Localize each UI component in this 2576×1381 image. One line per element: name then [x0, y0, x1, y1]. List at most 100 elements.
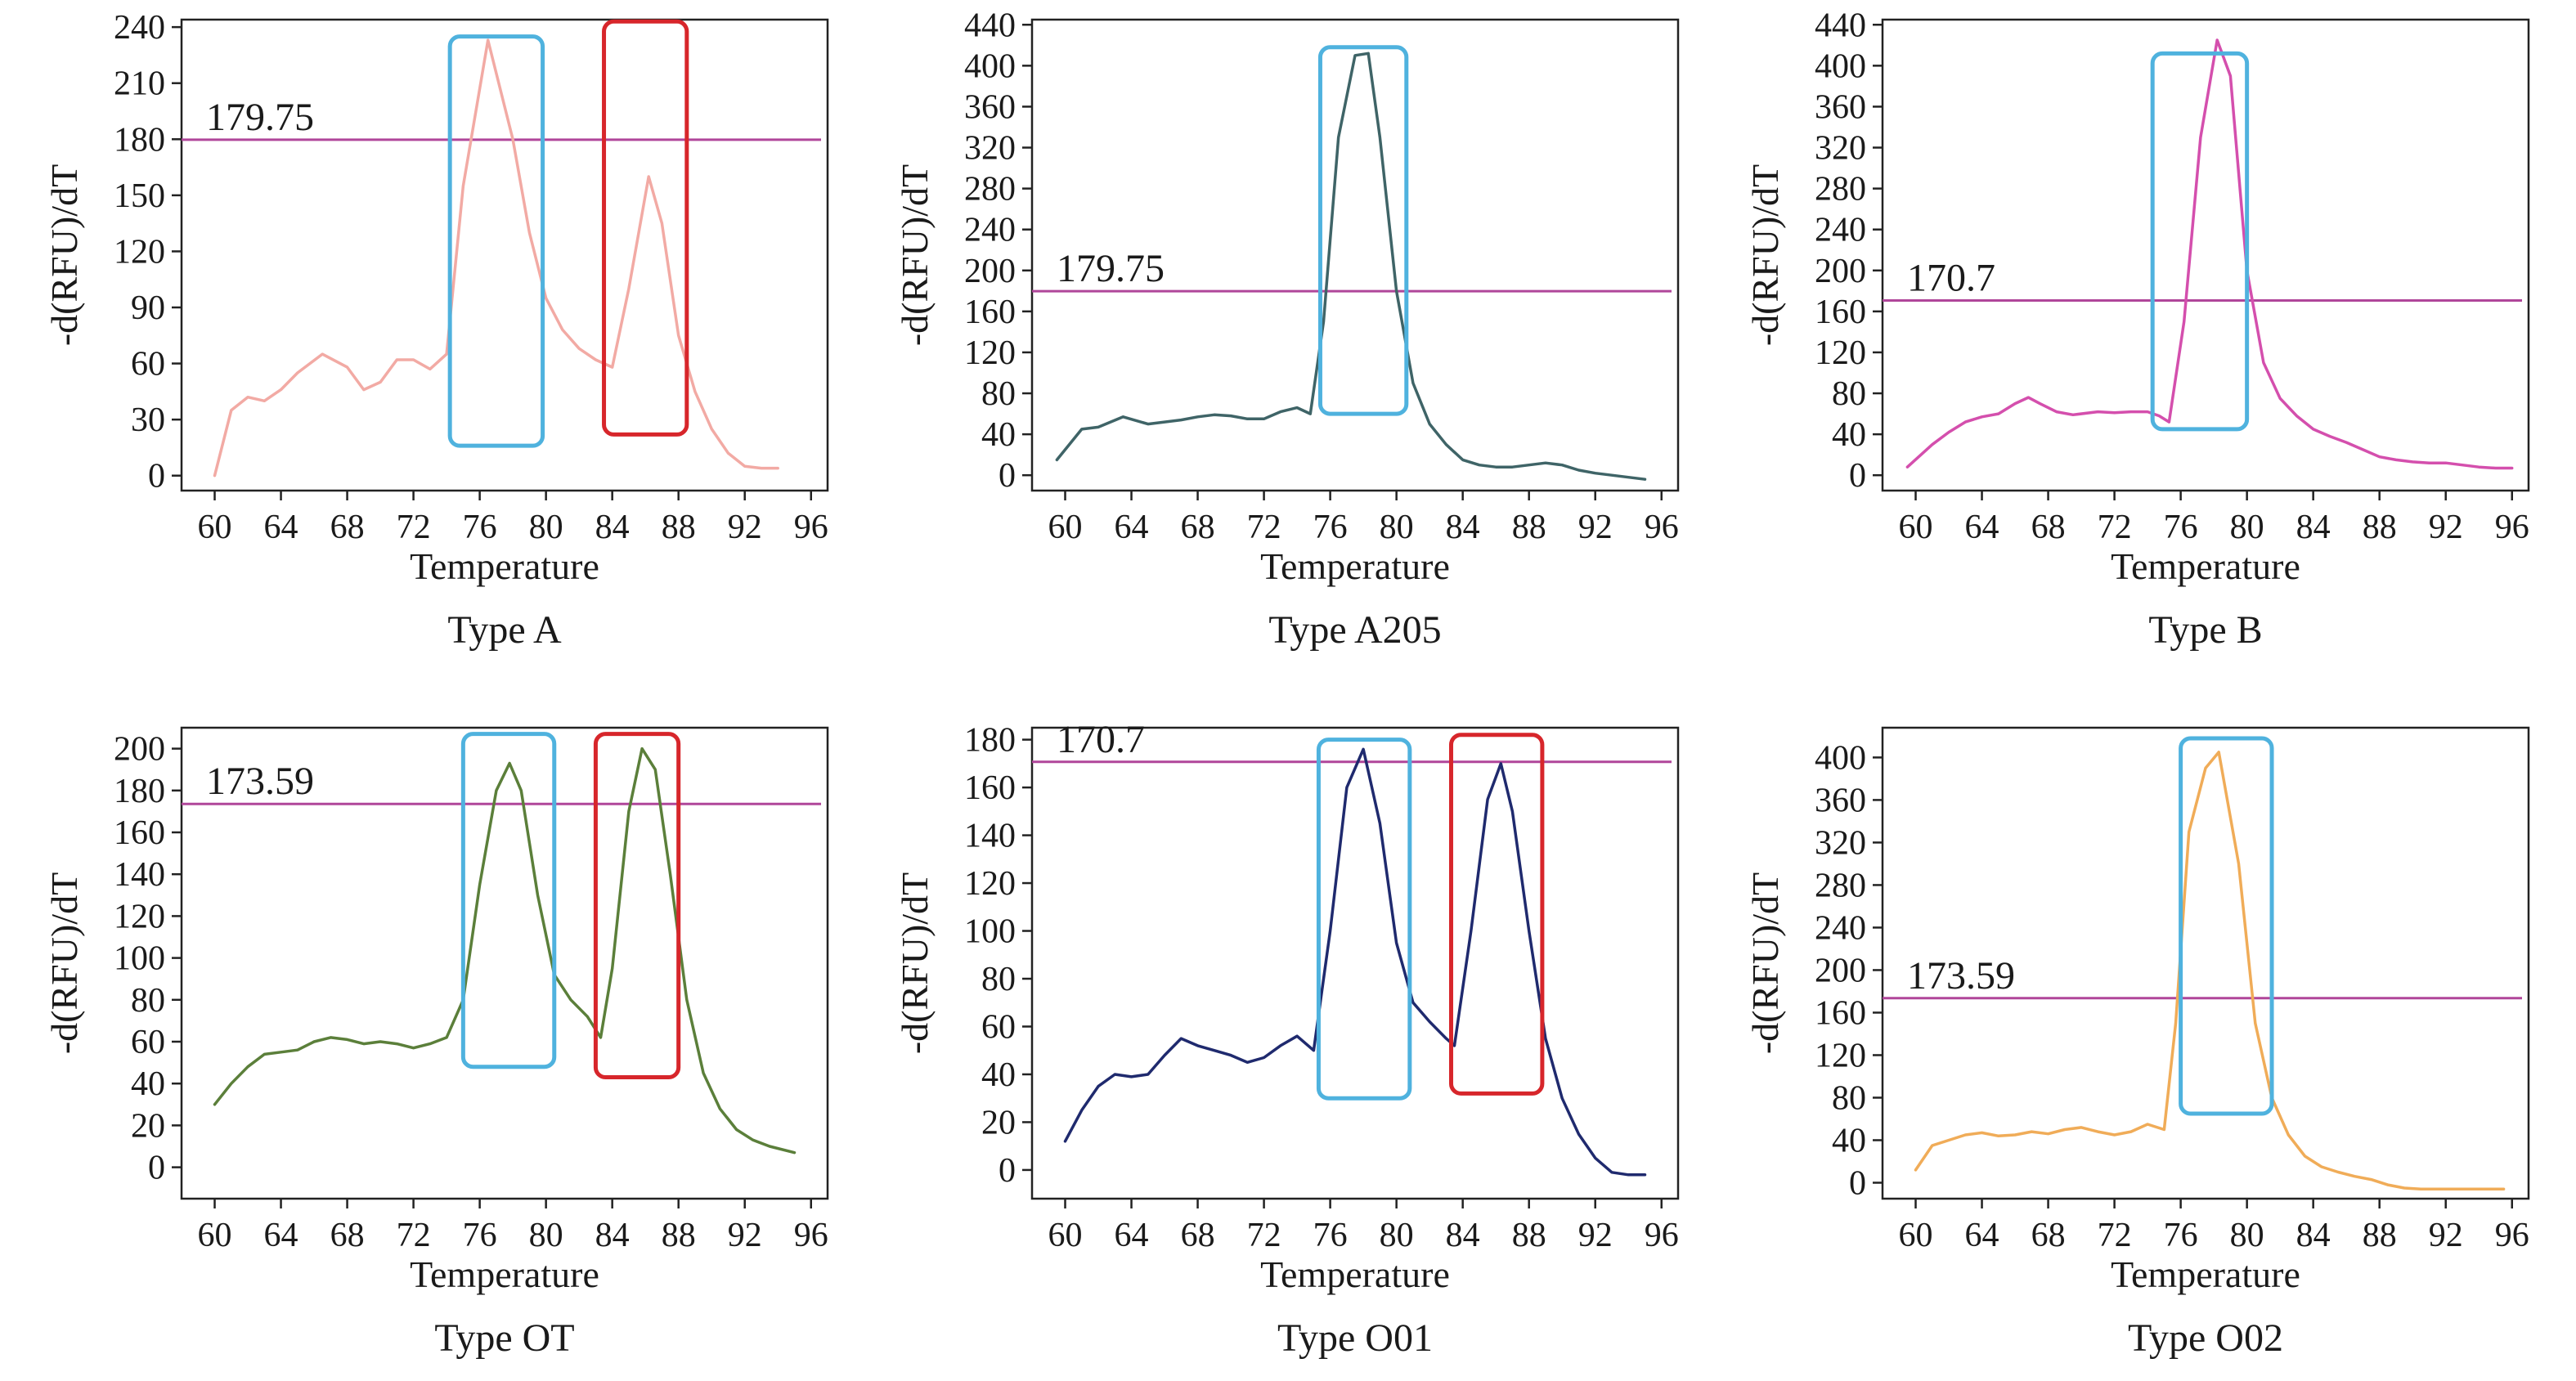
chart-panel-6: 0 40 80 120 160 200 240 280 320 360 400 60 64 68 72 76 8…: [1744, 726, 2530, 1360]
threshold-label: 173.59: [1907, 954, 2015, 998]
y-tick-label: 150: [114, 177, 165, 215]
x-tick-label: 60: [198, 1217, 232, 1254]
x-tick-label: 72: [397, 1217, 431, 1254]
x-tick-label: 76: [2164, 1217, 2198, 1254]
x-tick-label: 92: [1578, 509, 1613, 546]
x-tick-label: 76: [2164, 509, 2198, 546]
y-tick-label: 280: [1815, 867, 1866, 904]
y-axis-label: -d(RFU)/dT: [894, 872, 936, 1054]
y-tick-label: 280: [964, 171, 1016, 208]
peak-highlight-box-red: [593, 732, 681, 1080]
y-tick-label: 280: [1815, 171, 1866, 208]
y-tick-label: 240: [964, 212, 1016, 249]
chart-panel-1: 0 30 60 90 120 150 180 210 240 60 64 68 72 76 80 84 88 92…: [43, 9, 829, 652]
x-tick-label: 64: [1965, 1217, 1999, 1254]
y-tick-label: 60: [131, 1024, 165, 1061]
y-tick-label: 40: [981, 416, 1016, 454]
x-tick-label: 72: [1247, 1217, 1281, 1254]
y-tick-label: 140: [114, 856, 165, 894]
x-tick-label: 92: [728, 1217, 762, 1254]
x-tick-label: 88: [1512, 1217, 1546, 1254]
y-tick-label: 20: [131, 1107, 165, 1145]
y-tick-label: 120: [114, 898, 165, 935]
x-tick-label: 92: [2429, 509, 2463, 546]
threshold-label: 179.75: [206, 96, 314, 139]
x-tick-label: 76: [1313, 1217, 1348, 1254]
y-tick-label: 60: [131, 346, 165, 383]
y-tick-label: 180: [114, 121, 165, 159]
x-tick-label: 96: [1645, 509, 1679, 546]
x-tick-label: 76: [463, 1217, 497, 1254]
x-tick-label: 88: [2363, 1217, 2397, 1254]
x-tick-label: 60: [1048, 509, 1083, 546]
y-tick-label: 40: [1832, 1122, 1866, 1159]
x-tick-label: 80: [2230, 509, 2264, 546]
y-tick-label: 240: [1815, 909, 1866, 947]
x-tick-label: 64: [1115, 1217, 1149, 1254]
peak-highlight-box-red: [1448, 733, 1545, 1096]
y-tick-label: 0: [999, 457, 1016, 495]
x-tick-label: 60: [1899, 509, 1933, 546]
panel-caption: Type A: [447, 608, 562, 652]
y-tick-label: 100: [964, 913, 1016, 951]
threshold-label: 173.59: [206, 760, 314, 803]
y-tick-label: 80: [981, 375, 1016, 413]
y-tick-label: 120: [964, 865, 1016, 903]
y-tick-label: 400: [1815, 47, 1866, 85]
y-tick-label: 440: [1815, 7, 1866, 44]
y-tick-label: 80: [131, 982, 165, 1020]
x-tick-label: 76: [463, 509, 497, 546]
y-tick-label: 360: [1815, 88, 1866, 126]
y-tick-label: 120: [1815, 1037, 1866, 1074]
plot-frame: [1881, 726, 2530, 1200]
y-tick-label: 240: [1815, 212, 1866, 249]
panel-caption: Type OT: [434, 1316, 574, 1360]
y-tick-label: 40: [1832, 416, 1866, 454]
y-tick-label: 200: [114, 731, 165, 769]
y-tick-label: 180: [964, 722, 1016, 760]
peak-highlight-box-blue: [1316, 738, 1412, 1101]
melt-curve-series-1: [213, 747, 797, 1155]
y-tick-label: 320: [964, 130, 1016, 168]
x-tick-label: 68: [1181, 1217, 1215, 1254]
x-axis-label: Temperature: [2111, 1253, 2300, 1295]
x-axis-label: Temperature: [410, 1253, 599, 1295]
x-tick-label: 64: [1965, 509, 1999, 546]
x-tick-label: 84: [595, 1217, 630, 1254]
y-tick-label: 440: [964, 7, 1016, 44]
y-tick-label: 40: [981, 1056, 1016, 1094]
y-tick-label: 200: [1815, 952, 1866, 989]
y-tick-label: 0: [999, 1152, 1016, 1190]
y-tick-label: 320: [1815, 130, 1866, 168]
x-axis-label: Temperature: [410, 545, 599, 587]
x-tick-label: 92: [2429, 1217, 2463, 1254]
x-tick-label: 88: [662, 1217, 696, 1254]
peak-highlight-box-blue: [2150, 51, 2250, 432]
y-axis-label: -d(RFU)/dT: [1744, 872, 1786, 1054]
x-tick-label: 68: [330, 1217, 365, 1254]
y-tick-label: 240: [114, 9, 165, 47]
x-tick-label: 76: [1313, 509, 1348, 546]
x-tick-label: 64: [264, 1217, 298, 1254]
y-tick-label: 200: [1815, 253, 1866, 290]
panel-caption: Type A205: [1268, 608, 1441, 652]
x-tick-label: 96: [1645, 1217, 1679, 1254]
panel-caption: Type O02: [2128, 1316, 2283, 1360]
x-tick-label: 68: [2031, 509, 2066, 546]
x-tick-label: 64: [1115, 509, 1149, 546]
peak-highlight-box-blue: [447, 34, 545, 448]
x-tick-label: 88: [1512, 509, 1546, 546]
x-tick-label: 96: [2495, 1217, 2529, 1254]
y-tick-label: 400: [964, 47, 1016, 85]
y-tick-label: 160: [964, 769, 1016, 807]
panel-caption: Type B: [2148, 608, 2262, 652]
x-tick-label: 80: [1380, 509, 1414, 546]
x-tick-label: 64: [264, 509, 298, 546]
y-tick-label: 360: [1815, 782, 1866, 819]
y-tick-label: 160: [114, 814, 165, 852]
y-axis-label: -d(RFU)/dT: [43, 164, 85, 346]
x-tick-label: 68: [2031, 1217, 2066, 1254]
x-tick-label: 84: [1446, 1217, 1480, 1254]
